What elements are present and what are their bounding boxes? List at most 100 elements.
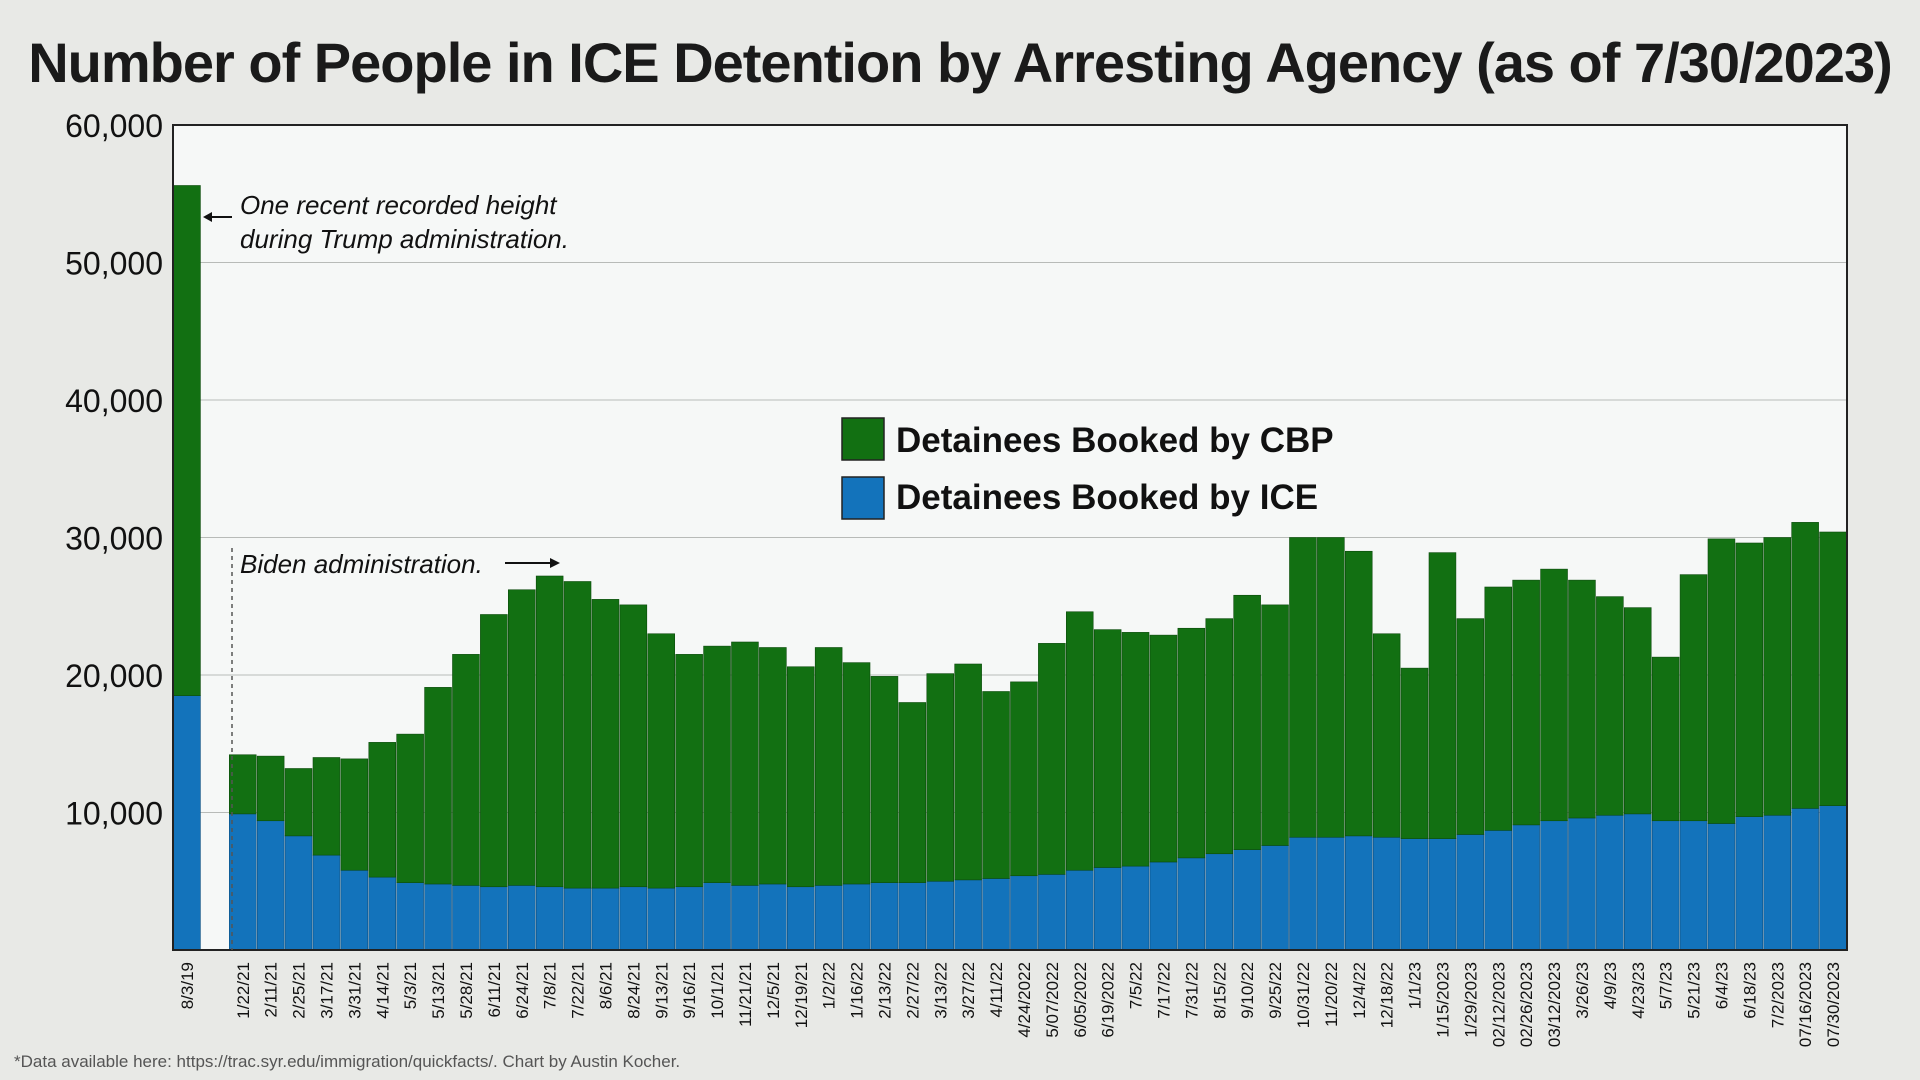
bar-cbp (563, 581, 592, 889)
x-tick-label: 1/16/22 (848, 962, 867, 1019)
x-tick-label: 3/27/22 (959, 962, 978, 1019)
bar-cbp (1791, 522, 1819, 809)
x-tick-label: 3/26/23 (1573, 962, 1592, 1019)
x-tick-label: 1/29/2023 (1461, 962, 1480, 1038)
bar-ice (731, 885, 759, 951)
bar-ice (1317, 836, 1345, 951)
bar-ice (1735, 816, 1764, 951)
bar-ice (1624, 813, 1652, 951)
x-tick-label: 9/25/22 (1266, 962, 1285, 1019)
bar-ice (1093, 867, 1122, 951)
bar-cbp (926, 673, 954, 882)
bar-cbp (424, 687, 452, 885)
bar-ice (396, 882, 424, 951)
bar-ice (1456, 834, 1485, 951)
bar-ice (1233, 849, 1261, 951)
x-tick-label: 4/11/22 (987, 962, 1006, 1017)
bar-ice (1707, 823, 1736, 951)
x-tick-label: 2/27/22 (903, 962, 922, 1019)
y-tick-label: 50,000 (65, 246, 163, 282)
bar-cbp (675, 654, 703, 888)
x-tick-label: 2/11/21 (262, 962, 281, 1017)
bar-ice (507, 885, 536, 951)
bar-ice (1121, 865, 1150, 951)
bar-cbp (1735, 542, 1764, 817)
bar-ice (452, 885, 480, 951)
x-tick-label: 5/21/23 (1685, 962, 1704, 1019)
bar-ice (1540, 820, 1568, 951)
bar-ice (926, 880, 954, 951)
x-tick-label: 7/17/22 (1154, 962, 1173, 1019)
bar-ice (1484, 830, 1513, 951)
bar-cbp (396, 733, 424, 883)
biden-annotation-text: Biden administration. (240, 549, 483, 579)
legend-swatch-cbp (841, 417, 885, 461)
bar-ice (1066, 869, 1094, 951)
bar-ice (1763, 814, 1792, 951)
x-tick-label: 1/15/2023 (1433, 962, 1452, 1038)
y-axis: 10,000 20,000 30,000 40,000 50,000 60,000 (65, 108, 163, 832)
bar-cbp (842, 662, 871, 885)
x-tick-label: 9/10/22 (1238, 962, 1257, 1019)
plot-frame (172, 124, 1848, 951)
bar-cbp (1596, 596, 1624, 816)
bar-cbp (1177, 627, 1206, 859)
bar-ice (535, 886, 564, 951)
bar-ice (619, 886, 648, 951)
bar-cbp (1261, 604, 1289, 846)
bar-cbp (480, 614, 508, 888)
bar-cbp (898, 702, 927, 883)
bar-cbp (1345, 550, 1373, 837)
x-tick-label: 9/16/21 (680, 962, 699, 1019)
legend-swatch-ice (841, 476, 885, 520)
trump-annotation-line2: during Trump administration. (240, 224, 569, 254)
x-tick-label: 6/4/23 (1712, 962, 1731, 1009)
bar-cbp (591, 599, 620, 889)
bar-ice (814, 885, 843, 951)
bar-ice (982, 878, 1010, 951)
bar-ice (1177, 857, 1206, 951)
bar-cbp (368, 742, 396, 878)
x-tick-label: 07/30/2023 (1824, 962, 1843, 1047)
bar-ice (1819, 805, 1847, 951)
bar-ice (173, 695, 201, 951)
bar-ice (368, 876, 396, 951)
x-tick-label: 7/22/21 (569, 962, 588, 1019)
bar-ice (870, 882, 899, 951)
bar-ice (1679, 820, 1708, 951)
x-tick-label: 3/17/21 (317, 962, 336, 1019)
bar-cbp (229, 754, 257, 815)
bar-ice (1205, 853, 1234, 951)
bar-ice (1289, 836, 1317, 951)
bar-ice (898, 882, 927, 951)
x-tick-label: 6/24/21 (513, 962, 532, 1019)
x-tick-label: 1/2/22 (820, 962, 839, 1009)
bar-cbp (1568, 579, 1596, 819)
x-tick-label: 5/28/21 (457, 962, 476, 1019)
bar-cbp (1121, 632, 1150, 867)
x-tick-label: 12/4/22 (1350, 962, 1369, 1019)
trump-annotation: One recent recorded height during Trump … (203, 190, 569, 254)
x-tick-label: 2/25/21 (290, 962, 309, 1019)
bar-cbp (954, 663, 982, 881)
bar-cbp (731, 641, 759, 886)
x-tick-label: 6/11/21 (485, 962, 504, 1017)
x-tick-label: 1/22/21 (234, 962, 253, 1019)
y-tick-label: 20,000 (65, 658, 163, 694)
bar-cbp (1093, 629, 1122, 868)
x-tick-label: 5/13/21 (429, 962, 448, 1019)
bar-ice (424, 883, 452, 951)
bar-cbp (1428, 552, 1457, 839)
bar-ice (1568, 817, 1596, 951)
footnote: *Data available here: https://trac.syr.e… (14, 1052, 681, 1071)
x-tick-label: 5/3/21 (401, 962, 420, 1009)
x-tick-label: 8/6/21 (596, 962, 615, 1009)
x-tick-label: 5/07/2022 (1043, 962, 1062, 1038)
bar-ice (1400, 838, 1429, 951)
x-tick-label: 5/7/23 (1657, 962, 1676, 1009)
bar-cbp (1066, 611, 1094, 871)
bar-ice (229, 813, 257, 951)
bar-ice (703, 882, 731, 951)
bar-cbp (1038, 643, 1066, 875)
